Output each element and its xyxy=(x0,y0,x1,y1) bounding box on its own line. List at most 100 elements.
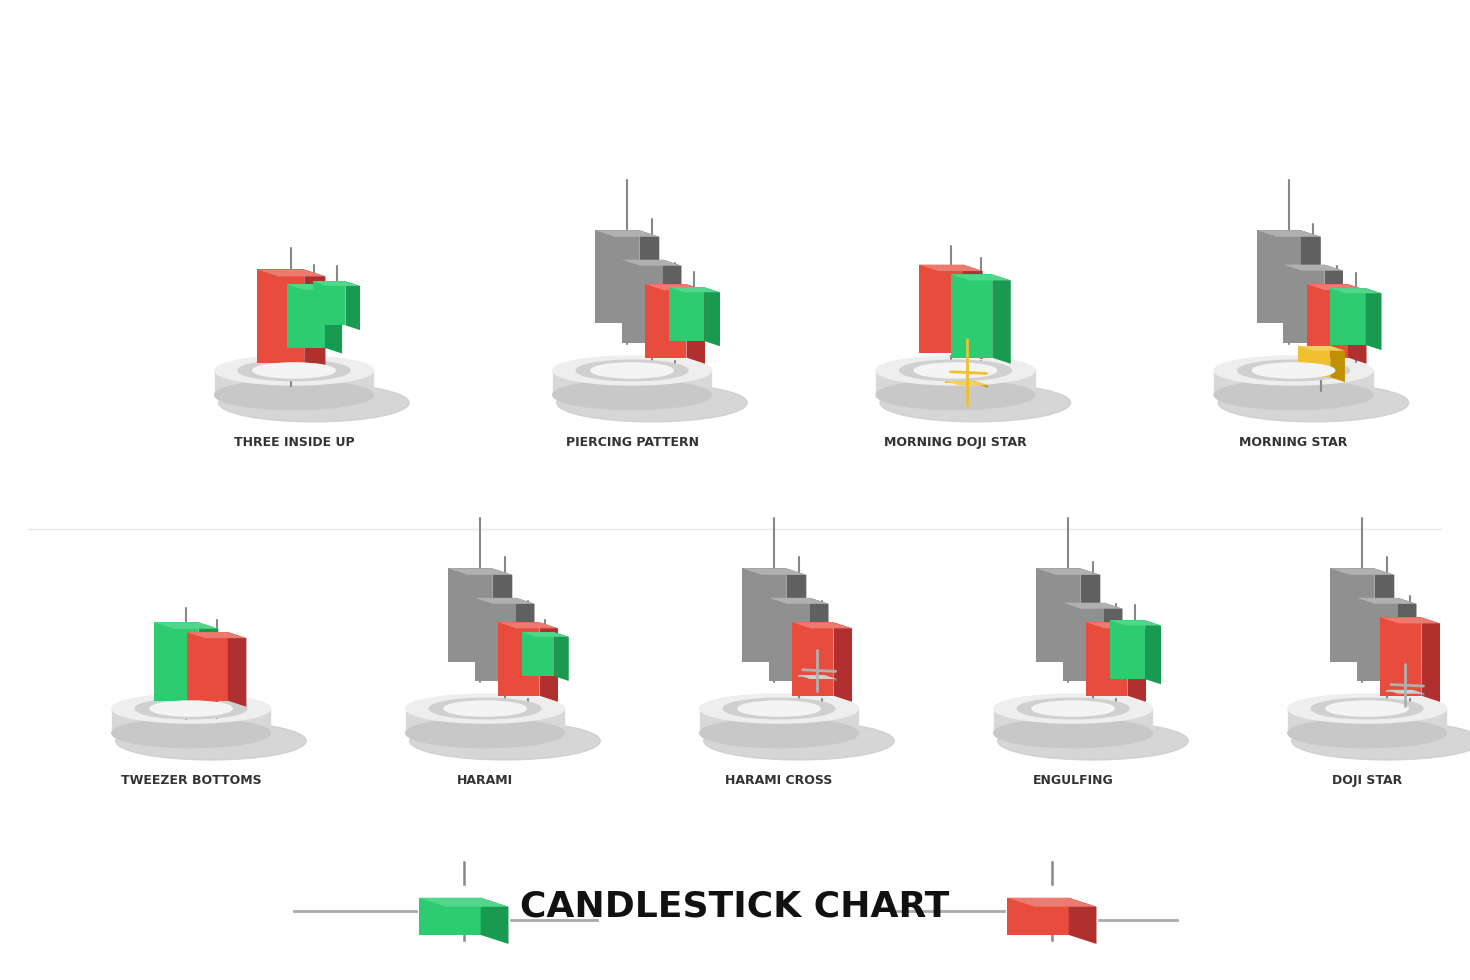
Ellipse shape xyxy=(738,701,820,716)
Polygon shape xyxy=(975,381,988,388)
Ellipse shape xyxy=(215,380,373,410)
Ellipse shape xyxy=(1288,718,1446,748)
Polygon shape xyxy=(769,598,810,681)
Polygon shape xyxy=(1374,568,1394,668)
Ellipse shape xyxy=(410,722,600,760)
Ellipse shape xyxy=(994,718,1152,748)
Ellipse shape xyxy=(553,356,711,385)
Polygon shape xyxy=(419,898,509,907)
Polygon shape xyxy=(786,568,806,668)
Polygon shape xyxy=(595,230,659,237)
Polygon shape xyxy=(669,287,704,341)
Polygon shape xyxy=(1036,568,1080,662)
Polygon shape xyxy=(475,598,516,681)
Polygon shape xyxy=(1007,898,1097,907)
Ellipse shape xyxy=(591,363,673,378)
Polygon shape xyxy=(792,622,853,628)
Polygon shape xyxy=(1283,265,1344,270)
Polygon shape xyxy=(522,632,554,676)
Ellipse shape xyxy=(406,718,564,748)
Polygon shape xyxy=(1307,284,1367,290)
Polygon shape xyxy=(304,270,325,369)
Polygon shape xyxy=(448,568,512,575)
Polygon shape xyxy=(1007,898,1069,935)
Polygon shape xyxy=(1380,617,1441,623)
Polygon shape xyxy=(876,370,1035,395)
Text: PIERCING PATTERN: PIERCING PATTERN xyxy=(566,436,698,449)
Ellipse shape xyxy=(1032,701,1114,716)
Polygon shape xyxy=(919,265,982,271)
Polygon shape xyxy=(1324,265,1344,349)
Ellipse shape xyxy=(1326,701,1408,716)
Ellipse shape xyxy=(219,384,409,421)
Polygon shape xyxy=(1288,709,1446,733)
Polygon shape xyxy=(645,284,686,358)
Ellipse shape xyxy=(876,356,1035,385)
Polygon shape xyxy=(154,622,198,701)
Polygon shape xyxy=(639,230,659,330)
Ellipse shape xyxy=(1288,694,1446,723)
Ellipse shape xyxy=(704,722,894,760)
Polygon shape xyxy=(1298,346,1330,377)
Polygon shape xyxy=(742,568,786,662)
Polygon shape xyxy=(622,260,682,266)
Polygon shape xyxy=(1348,284,1367,364)
Polygon shape xyxy=(992,274,1011,364)
Polygon shape xyxy=(1357,598,1398,681)
Polygon shape xyxy=(1421,617,1441,702)
Ellipse shape xyxy=(135,699,247,718)
Ellipse shape xyxy=(914,363,997,378)
Polygon shape xyxy=(516,598,535,687)
Polygon shape xyxy=(1063,603,1104,681)
Polygon shape xyxy=(154,622,219,629)
Polygon shape xyxy=(945,381,975,383)
Polygon shape xyxy=(798,675,825,677)
Polygon shape xyxy=(595,230,639,323)
Ellipse shape xyxy=(1252,363,1335,378)
Polygon shape xyxy=(792,622,833,696)
Ellipse shape xyxy=(429,699,541,718)
Polygon shape xyxy=(448,568,492,662)
Polygon shape xyxy=(1069,898,1097,944)
Text: ENGULFING: ENGULFING xyxy=(1033,774,1113,787)
Polygon shape xyxy=(742,568,806,575)
Polygon shape xyxy=(187,632,247,638)
Polygon shape xyxy=(1110,620,1161,625)
Polygon shape xyxy=(1330,568,1374,662)
Polygon shape xyxy=(1036,568,1100,575)
Polygon shape xyxy=(228,632,247,707)
Ellipse shape xyxy=(253,363,335,378)
Polygon shape xyxy=(345,281,360,330)
Polygon shape xyxy=(1357,598,1417,604)
Polygon shape xyxy=(112,709,270,733)
Polygon shape xyxy=(553,370,711,395)
Polygon shape xyxy=(1301,230,1320,330)
Polygon shape xyxy=(187,632,228,701)
Polygon shape xyxy=(287,284,325,348)
Ellipse shape xyxy=(557,384,747,421)
Ellipse shape xyxy=(1017,699,1129,718)
Polygon shape xyxy=(669,287,720,292)
Polygon shape xyxy=(1086,622,1147,628)
Polygon shape xyxy=(1380,617,1421,696)
Polygon shape xyxy=(700,709,858,733)
Polygon shape xyxy=(686,284,706,364)
Polygon shape xyxy=(1080,568,1100,668)
Ellipse shape xyxy=(238,361,350,380)
Polygon shape xyxy=(215,370,373,395)
Polygon shape xyxy=(554,632,569,681)
Ellipse shape xyxy=(1219,384,1408,421)
Polygon shape xyxy=(1386,690,1424,694)
Ellipse shape xyxy=(406,694,564,723)
Polygon shape xyxy=(313,281,345,325)
Ellipse shape xyxy=(444,701,526,716)
Polygon shape xyxy=(1214,370,1373,395)
Text: MORNING STAR: MORNING STAR xyxy=(1239,436,1348,449)
Polygon shape xyxy=(257,270,325,276)
Polygon shape xyxy=(919,265,963,353)
Ellipse shape xyxy=(1292,722,1470,760)
Polygon shape xyxy=(1366,288,1382,350)
Polygon shape xyxy=(1386,690,1413,692)
Polygon shape xyxy=(406,709,564,733)
Polygon shape xyxy=(622,260,663,343)
